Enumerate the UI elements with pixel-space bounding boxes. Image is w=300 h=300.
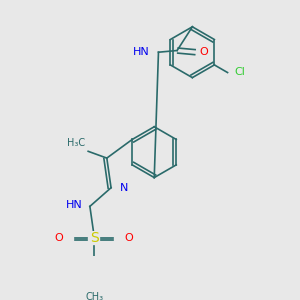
Text: N: N [119,183,128,193]
Text: H₃C: H₃C [67,138,85,148]
Text: HN: HN [66,200,83,210]
Text: HN: HN [133,47,150,57]
Text: Cl: Cl [234,67,245,77]
Text: O: O [55,233,64,243]
Text: S: S [90,231,98,245]
Text: O: O [124,233,134,243]
Text: CH₃: CH₃ [85,292,103,300]
Text: O: O [200,47,208,57]
